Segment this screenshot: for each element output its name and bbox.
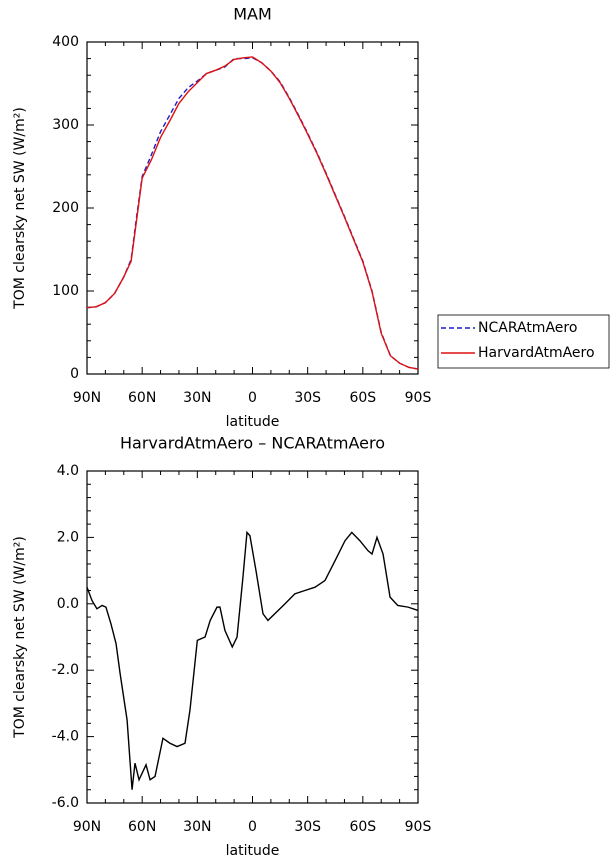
y-tick-label: -6.0 [52, 795, 79, 811]
y-tick-label: 0 [70, 366, 79, 382]
plot-frame [86, 470, 419, 804]
x-tick-label: 60S [349, 390, 376, 406]
x-tick-label: 90S [405, 390, 432, 406]
data-line [86, 530, 419, 790]
x-tick-label: 30N [183, 819, 211, 835]
x-tick-label: 60N [128, 819, 156, 835]
plot-frame [86, 41, 419, 375]
x-tick-label: 30N [183, 390, 211, 406]
legend-label: HarvardAtmAero [478, 345, 595, 361]
x-tick-label: 0 [248, 819, 257, 835]
x-tick-label: 90N [73, 819, 101, 835]
y-tick-label: 4.0 [57, 463, 79, 479]
x-tick-label: 90N [73, 390, 101, 406]
y-axis-label: TOM clearsky net SW (W/m²) [12, 536, 28, 739]
legend-box [437, 314, 610, 369]
y-tick-label: 100 [52, 283, 79, 299]
chart-title: HarvardAtmAero – NCARAtmAero [120, 434, 385, 453]
y-tick-label: 0.0 [57, 596, 79, 612]
x-tick-label: 0 [248, 390, 257, 406]
x-tick-label: 60N [128, 390, 156, 406]
y-tick-label: 300 [52, 117, 79, 133]
data-line [86, 56, 419, 370]
y-tick-label: -4.0 [52, 729, 79, 745]
x-axis-label: latitude [226, 843, 280, 859]
legend-label: NCARAtmAero [478, 320, 577, 336]
x-tick-label: 30S [294, 390, 321, 406]
y-tick-label: 2.0 [57, 529, 79, 545]
y-axis-label: TOM clearsky net SW (W/m²) [12, 107, 28, 310]
y-tick-label: -2.0 [52, 662, 79, 678]
data-line [86, 57, 419, 370]
y-tick-label: 400 [52, 34, 79, 50]
x-tick-label: 90S [405, 819, 432, 835]
y-tick-label: 200 [52, 200, 79, 216]
x-tick-label: 30S [294, 819, 321, 835]
chart-title: MAM [233, 5, 272, 24]
x-axis-label: latitude [226, 414, 280, 430]
x-tick-label: 60S [349, 819, 376, 835]
